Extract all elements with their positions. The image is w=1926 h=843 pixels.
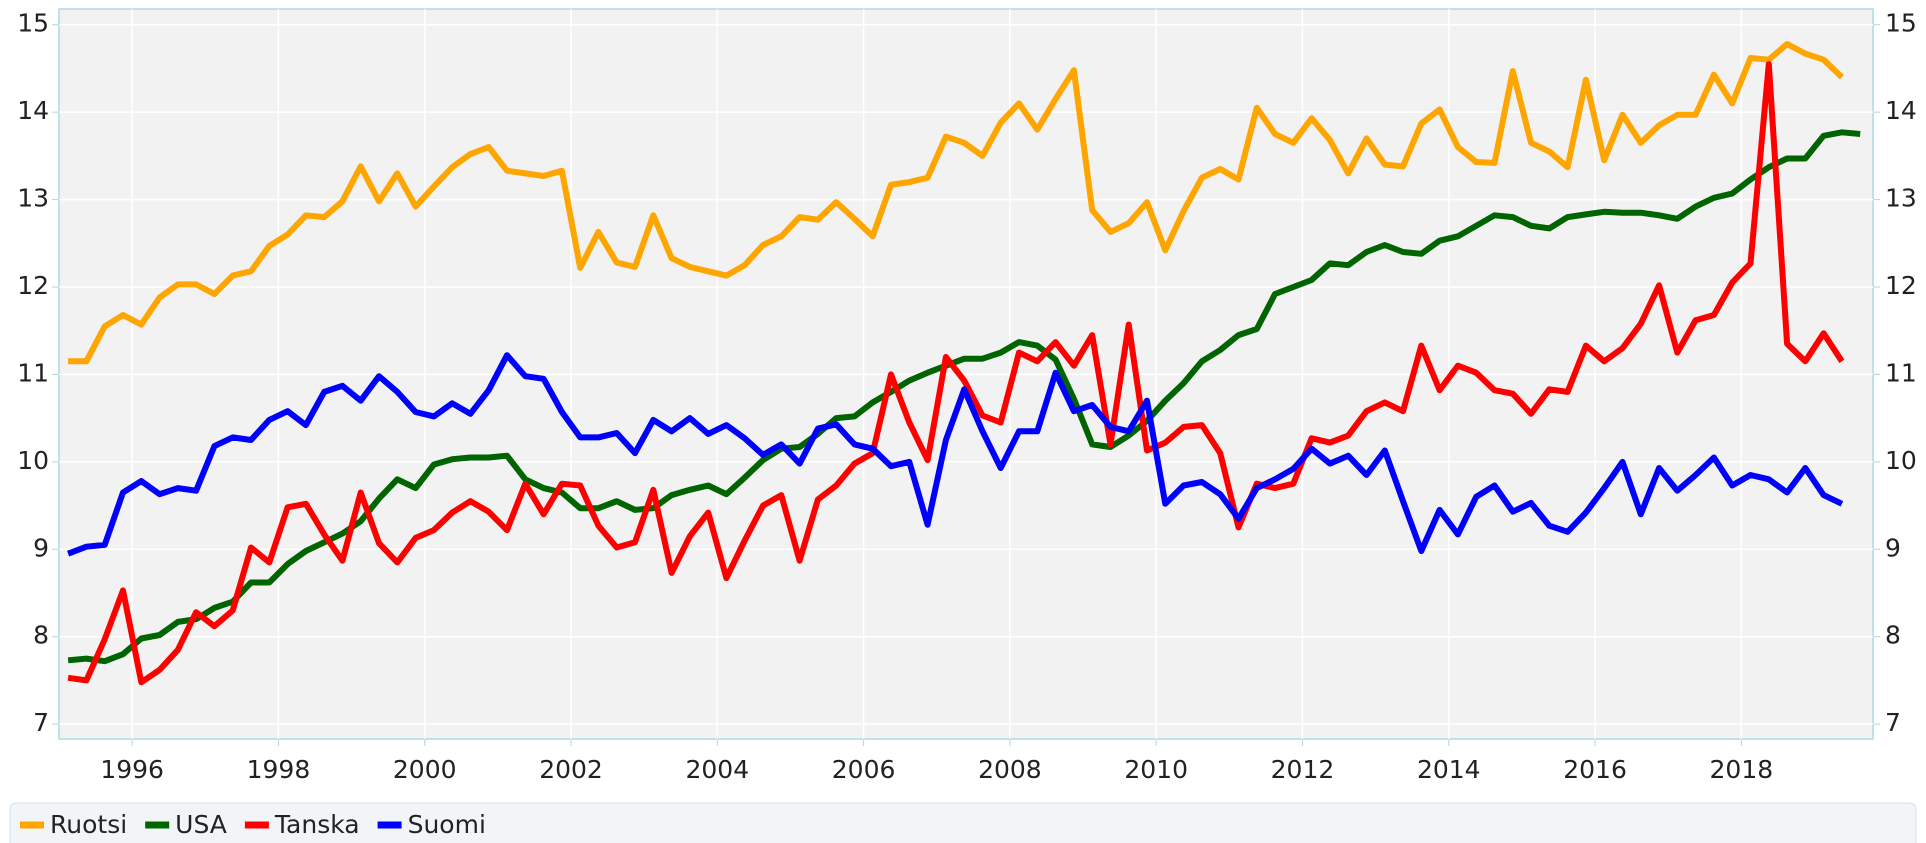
y-tick-label: 9: [33, 533, 49, 562]
x-tick-label: 2016: [1563, 755, 1627, 784]
x-tick-label: 2010: [1124, 755, 1188, 784]
y2-tick-label: 12: [1885, 271, 1917, 300]
y2-tick-label: 14: [1885, 96, 1917, 125]
legend-label: Ruotsi: [50, 810, 127, 839]
y-tick-label: 15: [17, 9, 49, 38]
legend-label: Tanska: [274, 810, 360, 839]
x-tick-label: 1998: [247, 755, 311, 784]
y-tick-label: 11: [17, 358, 49, 387]
y-tick-label: 14: [17, 96, 49, 125]
x-tick-label: 1996: [100, 755, 164, 784]
y2-tick-label: 8: [1885, 621, 1901, 650]
y2-tick-label: 13: [1885, 184, 1917, 213]
x-tick-label: 2000: [393, 755, 457, 784]
y2-tick-label: 10: [1885, 446, 1917, 475]
x-tick-label: 2002: [539, 755, 603, 784]
series-line: [67, 352, 1844, 557]
legend-label: Suomi: [408, 810, 486, 839]
x-tick-label: 2008: [978, 755, 1042, 784]
legend-label: USA: [175, 810, 227, 839]
y-tick-label: 12: [17, 271, 49, 300]
series-line: [68, 41, 1844, 365]
y-tick-label: 8: [33, 621, 49, 650]
series-line: [67, 61, 1845, 686]
y-tick-label: 13: [17, 184, 49, 213]
x-tick-label: 2018: [1710, 755, 1774, 784]
x-tick-label: 2012: [1271, 755, 1335, 784]
y2-tick-label: 9: [1885, 533, 1901, 562]
y-tick-label: 7: [33, 708, 49, 737]
x-tick-label: 2014: [1417, 755, 1481, 784]
x-tick-label: 2004: [685, 755, 749, 784]
x-tick-label: 2006: [832, 755, 896, 784]
y2-tick-label: 7: [1885, 708, 1901, 737]
legend-box: [9, 802, 1917, 843]
y2-tick-label: 11: [1885, 358, 1917, 387]
y-tick-label: 10: [17, 446, 49, 475]
y2-tick-label: 15: [1885, 9, 1917, 38]
